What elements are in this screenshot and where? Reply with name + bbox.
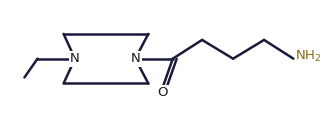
Text: NH$_2$: NH$_2$ — [295, 49, 321, 64]
Text: N: N — [70, 52, 80, 65]
Text: N: N — [130, 52, 140, 65]
Text: O: O — [158, 86, 168, 99]
